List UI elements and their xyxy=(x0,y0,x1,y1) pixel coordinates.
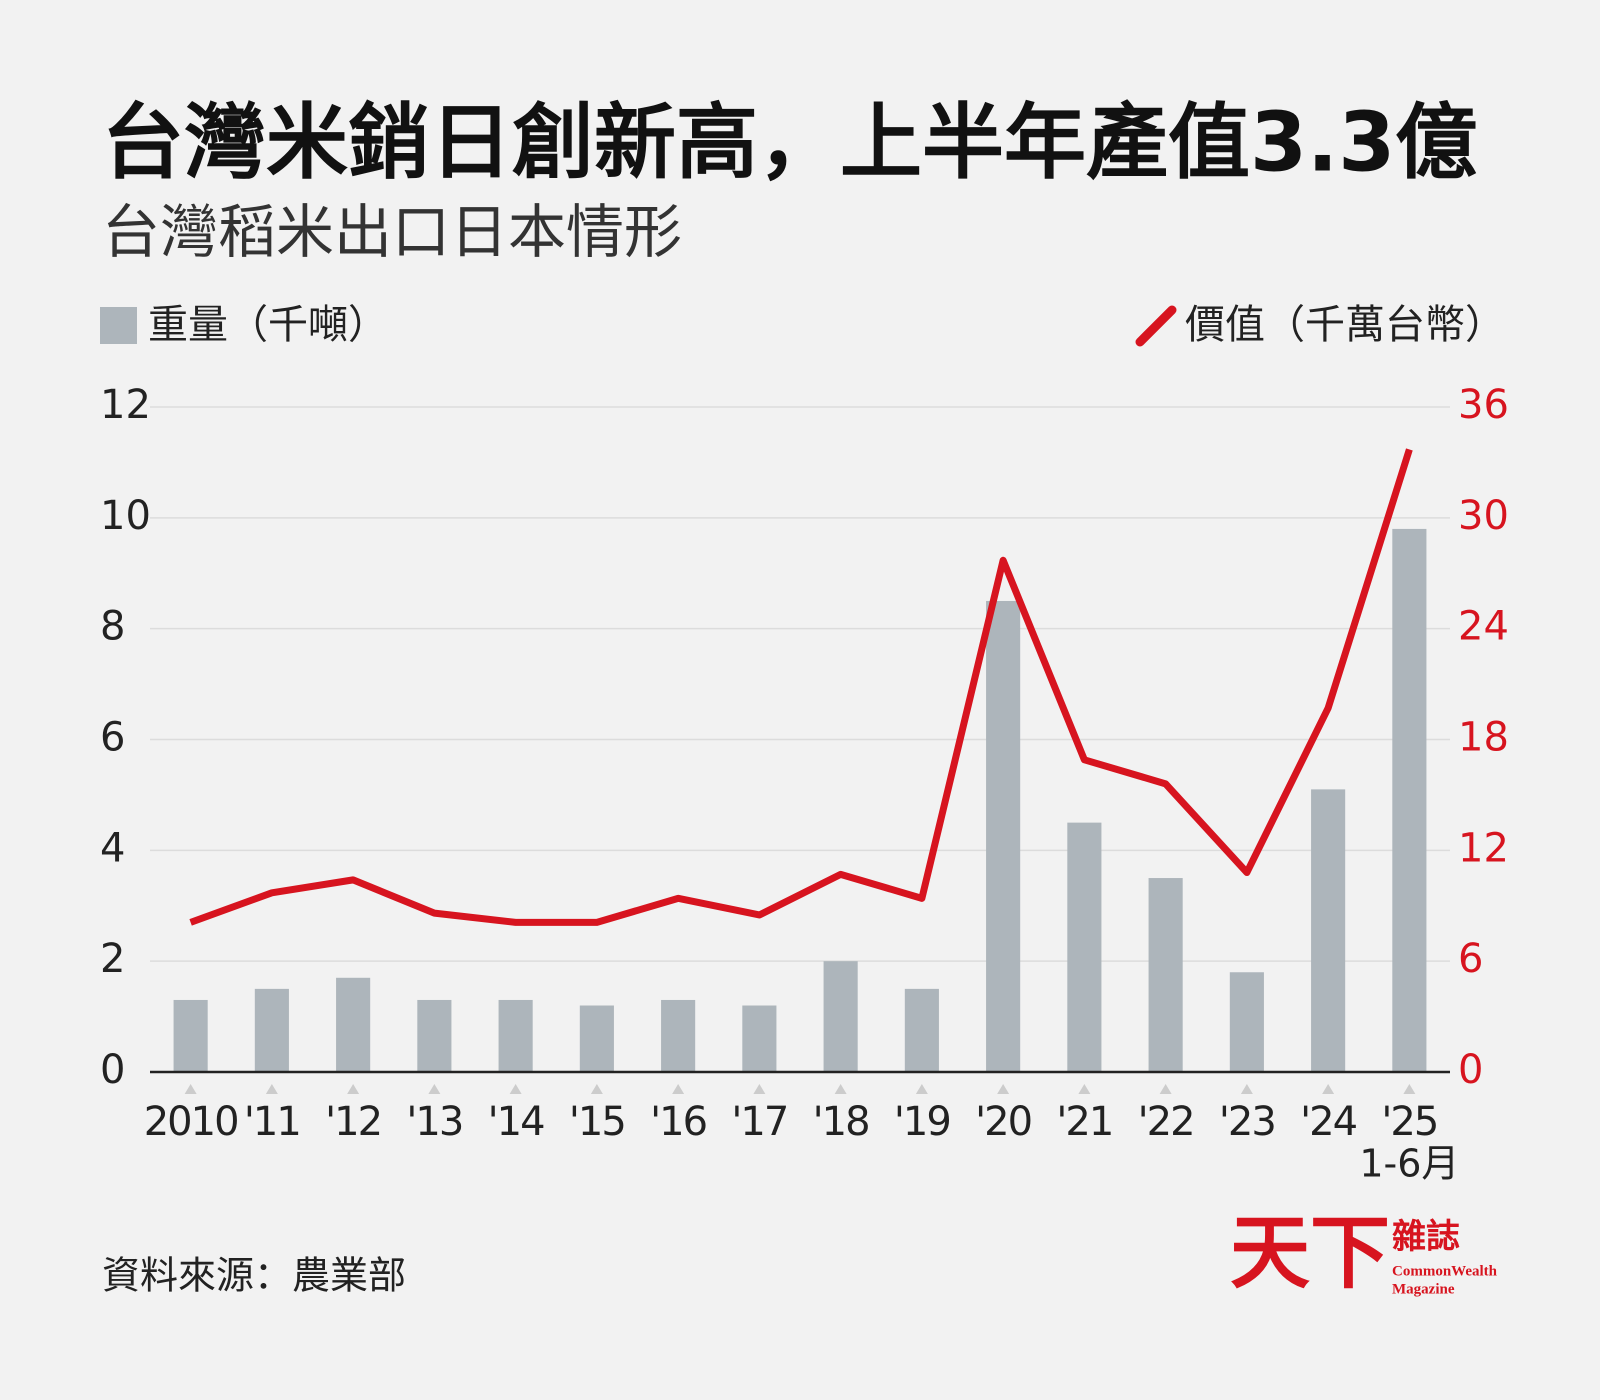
tick-marker xyxy=(915,1084,928,1094)
tick-marker xyxy=(590,1084,603,1094)
x-tick-label: '19 xyxy=(894,1099,950,1145)
y2-tick-label: 18 xyxy=(1458,715,1509,761)
chart-subtitle: 台灣稻米出口日本情形 xyxy=(102,198,682,266)
bar xyxy=(579,1005,614,1072)
bar xyxy=(173,999,208,1072)
bar xyxy=(1311,789,1346,1072)
bar xyxy=(661,999,696,1072)
bar xyxy=(254,988,289,1072)
x-tick-label: '23 xyxy=(1219,1099,1275,1145)
logo-mark: 天下 xyxy=(1230,1210,1390,1298)
y2-tick-label: 12 xyxy=(1458,825,1509,871)
y-tick-label: 2 xyxy=(100,936,125,982)
bar xyxy=(1229,972,1264,1072)
bar xyxy=(1392,528,1427,1072)
y-tick-label: 6 xyxy=(100,715,125,761)
bar xyxy=(1148,878,1183,1072)
tick-marker xyxy=(428,1084,441,1094)
logo-english: CommonWealth xyxy=(1392,1263,1498,1279)
tick-marker xyxy=(1403,1084,1416,1094)
tick-marker xyxy=(1159,1084,1172,1094)
x-tick-label: '12 xyxy=(325,1099,381,1145)
legend-label: 重量（千噸） xyxy=(148,302,388,348)
logo-english: Magazine xyxy=(1392,1281,1455,1297)
legend-swatch-line xyxy=(1135,305,1177,347)
x-tick-label: '24 xyxy=(1300,1099,1356,1145)
logo-name: 雜誌 xyxy=(1392,1217,1460,1256)
tick-marker xyxy=(509,1084,522,1094)
tick-marker xyxy=(997,1084,1010,1094)
bar xyxy=(1067,822,1102,1072)
tick-marker xyxy=(1078,1084,1091,1094)
y2-tick-label: 0 xyxy=(1458,1047,1483,1093)
x-tick-label: '25 xyxy=(1381,1099,1437,1145)
x-tick-label: '13 xyxy=(406,1099,462,1145)
x-tick-label: '22 xyxy=(1138,1099,1194,1145)
tick-marker xyxy=(265,1084,278,1094)
x-tick-label: 2010 xyxy=(144,1099,238,1145)
tick-marker xyxy=(184,1084,197,1094)
y2-tick-label: 36 xyxy=(1458,382,1509,428)
bar xyxy=(336,977,371,1072)
line xyxy=(189,448,1413,926)
bar xyxy=(742,1005,777,1072)
tick-marker xyxy=(347,1084,360,1094)
tick-marker xyxy=(672,1084,685,1094)
x-tick-label: '20 xyxy=(975,1099,1031,1145)
y2-tick-label: 6 xyxy=(1458,936,1483,982)
bar xyxy=(498,999,533,1072)
y-tick-label: 4 xyxy=(100,825,125,871)
y-tick-label: 0 xyxy=(100,1047,125,1093)
x-tick-label: '18 xyxy=(813,1099,869,1145)
y-tick-label: 12 xyxy=(100,382,151,428)
y-tick-label: 10 xyxy=(100,493,151,539)
x-tick-label: '17 xyxy=(731,1099,787,1145)
x-tick-label: '11 xyxy=(244,1099,300,1145)
chart-title: 台灣米銷日創新高，上半年產值3.3億 xyxy=(102,95,1477,190)
tick-marker xyxy=(1322,1084,1335,1094)
x-tick-label: '15 xyxy=(569,1099,625,1145)
tick-marker xyxy=(834,1084,847,1094)
legend-label: 價值（千萬台幣） xyxy=(1185,302,1505,348)
y2-tick-label: 24 xyxy=(1458,604,1509,650)
source: 資料來源：農業部 xyxy=(102,1254,406,1298)
bar xyxy=(823,961,858,1072)
tick-marker xyxy=(1240,1084,1253,1094)
bar xyxy=(904,988,939,1072)
bar xyxy=(417,999,452,1072)
x-tick-label: '21 xyxy=(1056,1099,1112,1145)
tick-marker xyxy=(753,1084,766,1094)
y-tick-label: 8 xyxy=(100,604,125,650)
x-tick-label: '14 xyxy=(488,1099,544,1145)
x-footnote: 1-6月 xyxy=(1359,1142,1459,1186)
legend-swatch-bar xyxy=(100,307,137,344)
x-tick-label: '16 xyxy=(650,1099,706,1145)
bar xyxy=(986,600,1021,1072)
y2-tick-label: 30 xyxy=(1458,493,1509,539)
